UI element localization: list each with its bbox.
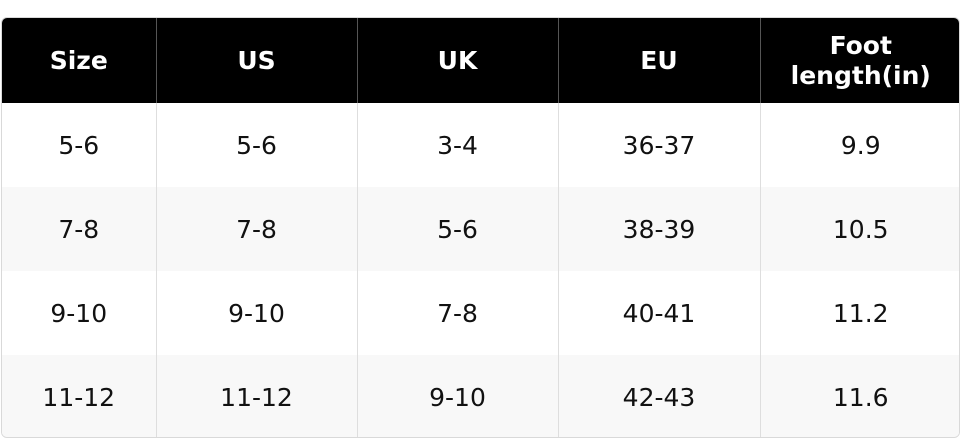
header-row: Size US UK EU Foot length(in) <box>2 18 959 103</box>
table-cell: 11-12 <box>2 355 156 437</box>
header-cell: EU <box>557 18 760 103</box>
header-cell: UK <box>356 18 558 103</box>
table-cell: 36-37 <box>557 103 760 187</box>
table-cell: 10.5 <box>759 187 959 271</box>
header-cell: Foot length(in) <box>759 18 959 103</box>
header-cell: Size <box>2 18 156 103</box>
table-row: 5-6 5-6 3-4 36-37 9.9 <box>2 103 959 187</box>
table-cell: 42-43 <box>557 355 760 437</box>
size-table: Size US UK EU Foot length(in) 5-6 5-6 3-4 36-37… <box>2 18 959 437</box>
table-cell: 7-8 <box>2 187 156 271</box>
table-cell: 9.9 <box>759 103 959 187</box>
table-cell: 38-39 <box>557 187 760 271</box>
table-row: 11-12 11-12 9-10 42-43 11.6 <box>2 355 959 437</box>
table-cell: 5-6 <box>155 103 357 187</box>
table-row: 9-10 9-10 7-8 40-41 11.2 <box>2 271 959 355</box>
table-row: 7-8 7-8 5-6 38-39 10.5 <box>2 187 959 271</box>
table-cell: 11.2 <box>759 271 959 355</box>
table-cell: 9-10 <box>356 355 558 437</box>
size-chart: Size US UK EU Foot length(in) 5-6 5-6 3-4 36-37… <box>1 17 960 438</box>
table-cell: 11-12 <box>155 355 357 437</box>
table-cell: 9-10 <box>50 298 108 328</box>
header-cell: US <box>155 18 357 103</box>
table-cell: 5-6 <box>356 187 558 271</box>
table-cell: 7-8 <box>356 271 558 355</box>
table-cell: 3-4 <box>356 103 558 187</box>
table-cell: 11.6 <box>759 355 959 437</box>
table-cell: 40-41 <box>557 271 760 355</box>
table-body: 5-6 5-6 3-4 36-37 9.9 7-8 7-8 5-6 38-39 10.5 9-10 9… <box>2 103 959 437</box>
table-cell: 9-10 <box>155 271 357 355</box>
table-cell: 5-6 <box>58 130 100 160</box>
table-cell: 7-8 <box>155 187 357 271</box>
